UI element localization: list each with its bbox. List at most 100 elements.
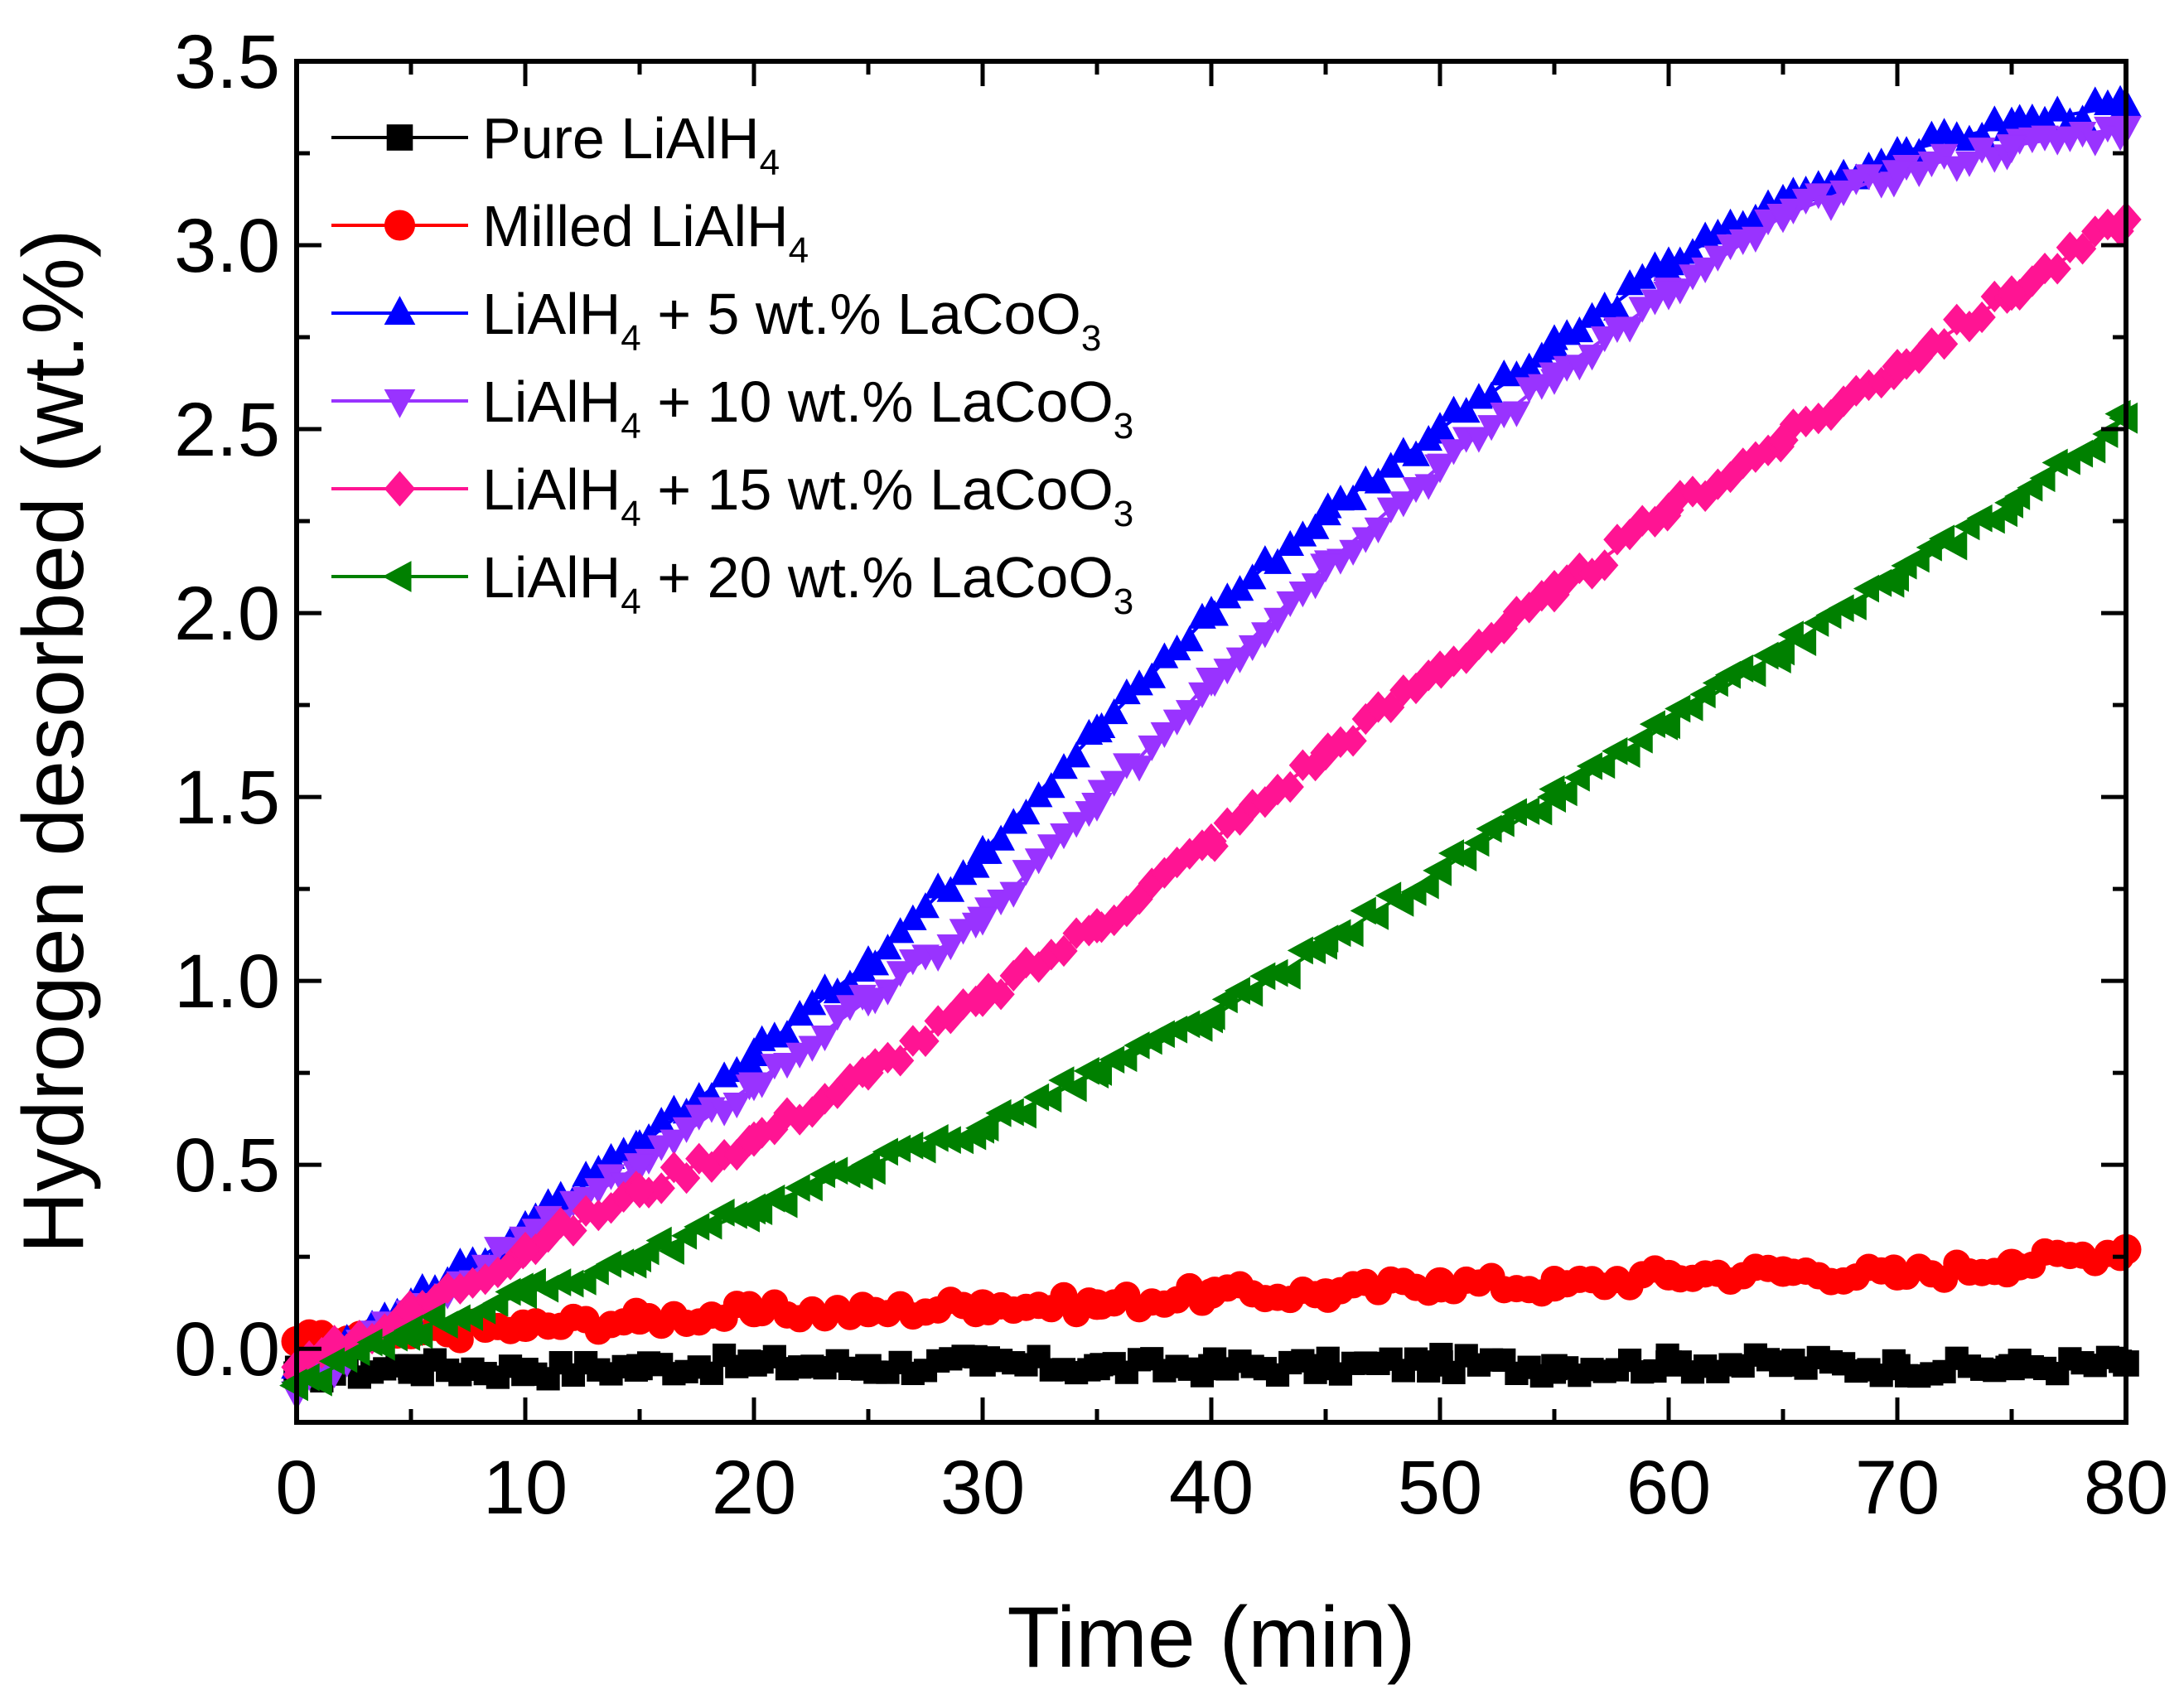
data-marker	[1265, 1363, 1290, 1387]
data-marker	[1591, 549, 1619, 582]
data-marker	[1237, 978, 1264, 1007]
data-point	[855, 1354, 882, 1381]
series-3	[281, 84, 2142, 1379]
data-marker	[1388, 889, 1414, 917]
x-axis-title: Time (min)	[1007, 1590, 1416, 1686]
data-marker	[836, 995, 864, 1021]
data-marker	[1590, 326, 1619, 353]
data-point	[1194, 1002, 1223, 1034]
data-point	[1312, 1354, 1339, 1381]
data-point	[969, 1350, 996, 1377]
data-marker	[1138, 662, 1167, 688]
data-marker	[823, 1005, 852, 1031]
data-point	[1196, 596, 1227, 625]
data-point	[741, 1350, 767, 1377]
data-marker	[886, 1045, 915, 1077]
data-point	[1424, 412, 1456, 442]
legend-label: LiAlH4 + 5 wt.% LaCoO3	[482, 282, 1101, 359]
series-5	[281, 201, 2142, 1391]
data-point	[1653, 281, 1684, 311]
data-marker	[1010, 1100, 1036, 1129]
data-marker	[1563, 763, 1590, 792]
data-marker	[911, 892, 940, 919]
data-point	[510, 1231, 541, 1267]
x-tick-label: 40	[1169, 1446, 1254, 1530]
data-point	[1767, 422, 1799, 458]
legend: Pure LiAlH4 Milled LiAlH4 LiAlH4 + 5 wt.% …	[331, 106, 1133, 622]
data-point	[394, 1315, 423, 1346]
data-point	[1770, 1350, 1796, 1377]
data-marker	[1251, 622, 1279, 649]
data-point	[1541, 1354, 1568, 1381]
data-marker	[645, 1226, 672, 1255]
data-marker	[936, 934, 965, 961]
data-marker	[1439, 439, 1468, 466]
data-marker	[1477, 381, 1505, 408]
data-point	[967, 834, 998, 864]
y-tick-label: 1.5	[174, 755, 280, 840]
data-marker	[924, 945, 953, 972]
data-marker	[1238, 563, 1267, 590]
data-point	[853, 1296, 884, 1328]
data-marker	[1414, 474, 1443, 500]
data-marker	[672, 1161, 701, 1195]
data-marker	[1565, 316, 1594, 343]
data-marker	[1941, 532, 1968, 561]
data-point	[1996, 275, 2027, 311]
data-marker	[722, 1092, 751, 1119]
data-point	[1310, 1278, 1341, 1310]
data-marker	[672, 1117, 701, 1143]
data-marker	[911, 1025, 940, 1057]
data-point	[1537, 781, 1566, 813]
data-marker	[584, 1178, 613, 1204]
data-marker	[1238, 635, 1267, 662]
legend-entry: LiAlH4 + 10 wt.% LaCoO3	[331, 369, 1133, 446]
data-point	[624, 1172, 655, 1209]
data-point	[853, 1055, 884, 1091]
data-point	[1767, 1256, 1799, 1287]
data-marker	[1087, 780, 1116, 806]
data-marker	[1691, 257, 1719, 283]
data-marker	[888, 1350, 912, 1374]
legend-marker	[382, 561, 412, 592]
data-marker	[886, 917, 915, 944]
data-point	[1423, 855, 1452, 886]
data-marker	[1036, 834, 1065, 861]
data-marker	[1742, 226, 1770, 253]
data-point	[1539, 1271, 1570, 1302]
data-marker	[1276, 770, 1304, 804]
data-point	[1653, 246, 1684, 276]
data-point	[1882, 160, 1913, 190]
data-marker	[1955, 151, 1983, 177]
y-tick-label: 3.0	[174, 204, 280, 288]
data-point	[1539, 362, 1570, 392]
data-point	[624, 1153, 655, 1183]
data-marker	[1463, 828, 1490, 857]
data-marker	[999, 881, 1028, 908]
data-point	[853, 987, 884, 1017]
x-tick-label: 0	[275, 1446, 317, 1530]
legend-label: LiAlH4 + 15 wt.% LaCoO3	[482, 457, 1133, 534]
data-point	[1196, 1278, 1227, 1310]
data-marker	[1339, 725, 1367, 757]
data-marker	[1337, 919, 1364, 948]
data-marker	[798, 989, 827, 1016]
data-point	[510, 1311, 541, 1343]
y-tick-label: 0.0	[174, 1307, 280, 1392]
data-point	[1998, 1354, 2025, 1381]
data-marker	[1502, 401, 1531, 427]
data-marker	[696, 1211, 722, 1240]
data-marker	[1389, 491, 1418, 518]
data-point	[1651, 707, 1680, 740]
data-marker	[1477, 415, 1505, 442]
data-marker	[660, 1129, 689, 1156]
x-tick-label: 20	[712, 1446, 796, 1530]
data-marker	[1488, 808, 1515, 837]
data-marker	[1012, 860, 1041, 886]
data-marker	[2043, 253, 2071, 285]
data-point	[1084, 1354, 1110, 1381]
data-marker	[647, 1172, 675, 1204]
data-marker	[1351, 527, 1380, 553]
data-marker	[2080, 130, 2109, 157]
